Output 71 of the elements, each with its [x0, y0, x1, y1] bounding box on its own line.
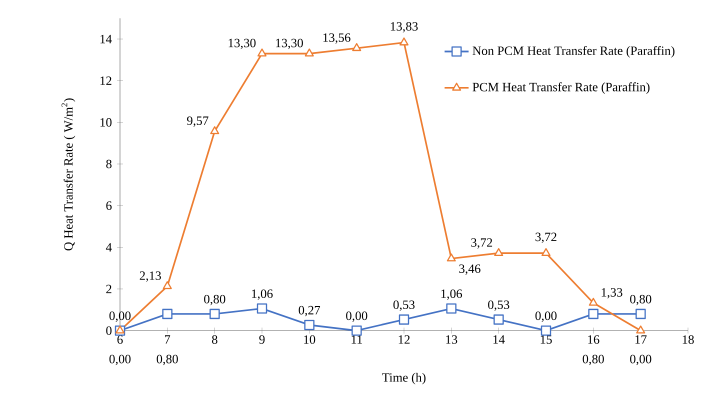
point	[446, 253, 456, 262]
point	[494, 314, 504, 325]
data-label: 13,83	[390, 22, 418, 32]
x-tick-label: 16	[588, 335, 600, 344]
point	[446, 303, 456, 314]
legend-label: PCM Heat Transfer Rate (Paraffin)	[472, 82, 650, 94]
x-tick-label: 7	[165, 335, 170, 344]
data-label: 0,53	[393, 300, 415, 311]
x-tick-label: 11	[352, 335, 362, 344]
data-label: 0,00	[630, 354, 652, 366]
point	[540, 325, 552, 336]
point	[398, 314, 410, 325]
x-tick-label: 8	[212, 335, 218, 344]
data-label: 1,33	[602, 288, 622, 298]
point	[352, 325, 362, 336]
data-label: 0,80	[582, 354, 604, 366]
y-tick-label: 0	[106, 326, 112, 335]
point	[494, 248, 504, 256]
point	[304, 320, 314, 330]
data-label: 13,30	[228, 38, 256, 50]
y-tick-label: 4	[106, 243, 112, 252]
legend-label: Non PCM Heat Transfer Rate (Paraffin)	[472, 46, 674, 58]
data-label: 0,00	[346, 312, 368, 322]
x-tick-label: 13	[446, 335, 458, 344]
x-tick-label: 18	[682, 335, 694, 344]
y-tick-label: 12	[100, 76, 112, 85]
data-label: 0,00	[109, 354, 131, 366]
y-tick-label: 8	[106, 160, 112, 168]
x-tick-label: 17	[635, 335, 647, 344]
point	[257, 48, 267, 56]
data-label: 9,57	[187, 116, 208, 127]
x-tick-label: 14	[493, 335, 505, 344]
x-tick-label: 10	[304, 335, 316, 344]
x-tick-label: 12	[398, 335, 410, 344]
data-label: 3,72	[471, 238, 492, 249]
point	[399, 37, 409, 46]
point	[541, 248, 551, 256]
point	[256, 303, 268, 314]
data-label: 0,53	[488, 300, 510, 311]
point	[636, 325, 646, 334]
data-label: 1,06	[441, 289, 462, 300]
point	[636, 308, 646, 320]
data-label: 0,00	[109, 312, 131, 322]
data-label: 0,80	[630, 294, 652, 306]
y-tick-label: 10	[100, 118, 112, 127]
data-label: 0,80	[204, 294, 226, 306]
y-tick-label: 14	[100, 34, 112, 44]
point	[588, 308, 598, 320]
y-tick-label: 6	[106, 201, 112, 210]
point	[162, 308, 172, 320]
data-label: 3,46	[459, 264, 480, 275]
x-tick-label: 6	[117, 335, 123, 344]
point	[162, 281, 172, 290]
data-label: 1,06	[252, 289, 273, 300]
point	[210, 126, 220, 134]
y-axis-title: Q Heat Transfer Rate ( W/m$^{2}$)	[62, 98, 76, 250]
x-axis-title: Time (h)	[382, 372, 426, 384]
point	[352, 43, 362, 52]
x-tick-label: 9	[259, 335, 265, 344]
data-label: 13,30	[276, 38, 303, 50]
point	[588, 298, 598, 306]
y-tick-label: 2	[106, 284, 112, 294]
data-label: 13,56	[323, 33, 350, 44]
data-label: 2,13	[140, 271, 161, 282]
data-label: 3,72	[536, 232, 556, 243]
point	[210, 308, 220, 320]
data-label: 0,27	[298, 306, 320, 316]
data-label: 0,00	[535, 312, 557, 322]
data-label: 0,80	[156, 354, 178, 366]
point	[304, 48, 314, 56]
x-tick-label: 15	[540, 335, 552, 344]
